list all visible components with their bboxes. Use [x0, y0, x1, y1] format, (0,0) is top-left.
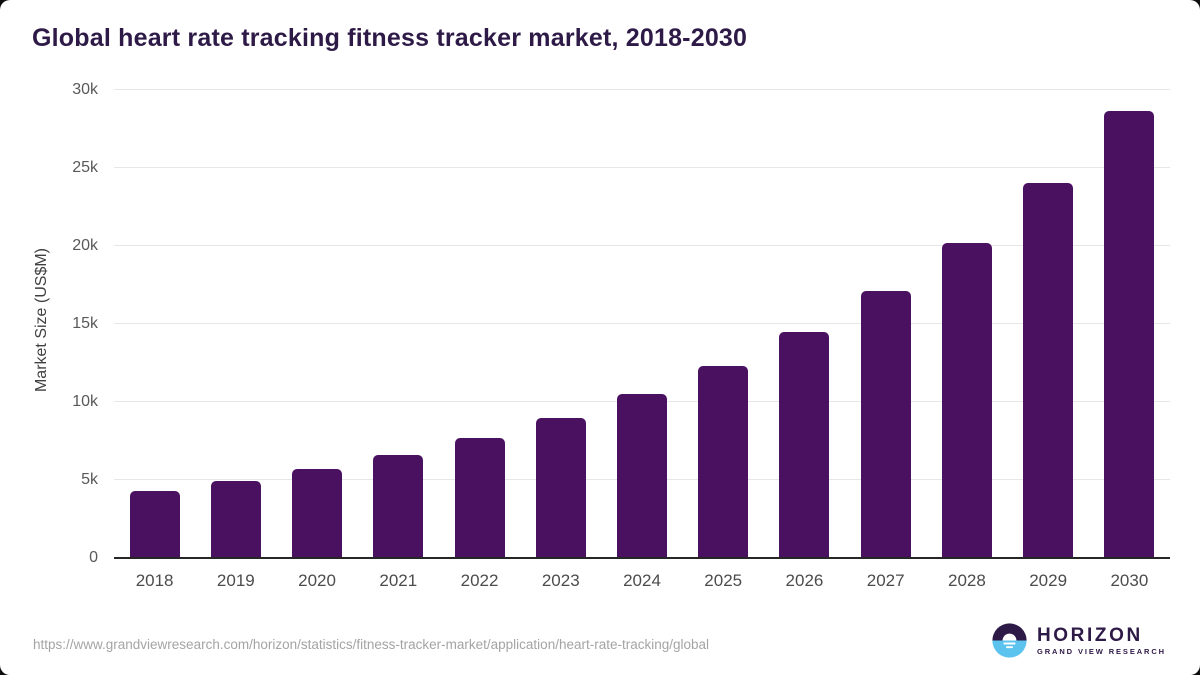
- bar-2026: [779, 331, 830, 558]
- x-tick-2023: 2023: [541, 571, 580, 590]
- gridline-15k: [114, 323, 1170, 324]
- x-tick-2019: 2019: [216, 571, 255, 590]
- x-tick-2020: 2020: [298, 571, 336, 590]
- y-tick-10k: 10k: [72, 393, 98, 411]
- bar-2027: [860, 291, 911, 558]
- bar-2019: [210, 480, 261, 558]
- y-tick-0: 0: [89, 549, 98, 566]
- y-axis-labels: 0 5k 10k 15k 20k 25k 30k: [0, 82, 100, 566]
- x-tick-2021: 2021: [379, 571, 418, 590]
- x-tick-2024: 2024: [623, 571, 661, 590]
- bar-2018: [129, 490, 180, 558]
- x-tick-2029: 2029: [1029, 571, 1068, 590]
- gridline-25k: [114, 167, 1170, 168]
- logo-sub-brand: GRAND VIEW RESEARCH: [1036, 646, 1166, 656]
- x-tick-2025: 2025: [704, 571, 743, 590]
- plot-area: [114, 89, 1170, 559]
- x-tick-2022: 2022: [460, 571, 499, 590]
- x-tick-2026: 2026: [785, 571, 824, 590]
- bar-2025: [698, 366, 749, 558]
- y-tick-30k: 30k: [72, 81, 98, 98]
- gridline-20k: [114, 245, 1170, 247]
- x-tick-2018: 2018: [135, 571, 174, 590]
- y-tick-15k: 15k: [72, 315, 98, 332]
- bar-2021: [373, 455, 424, 558]
- chart-title: Global heart rate tracking fitness track…: [32, 24, 748, 52]
- y-tick-25k: 25k: [72, 159, 98, 176]
- gridline-30k: [114, 89, 1170, 90]
- x-axis-labels: 2018 2019 2020 2021 2022 2023 2024 2025 2026 2027…: [114, 564, 1170, 594]
- x-tick-2030: 2030: [1110, 571, 1149, 590]
- x-tick-2028: 2028: [948, 571, 986, 590]
- horizon-sun-icon: [992, 623, 1027, 658]
- horizon-logo: HORIZON GRAND VIEW RESEARCH: [991, 622, 1166, 659]
- y-tick-20k: 20k: [72, 237, 98, 255]
- x-tick-2027: 2027: [866, 571, 905, 590]
- bar-2030: [1104, 111, 1155, 558]
- bar-2020: [292, 469, 343, 558]
- source-url: https://www.grandviewresearch.com/horizo…: [33, 637, 710, 652]
- x-axis-line: [114, 557, 1170, 559]
- bar-2024: [617, 394, 667, 558]
- bar-2029: [1023, 182, 1074, 558]
- bar-2023: [535, 417, 586, 558]
- logo-text: HORIZON GRAND VIEW RESEARCH: [1037, 626, 1166, 656]
- bar-2022: [454, 437, 505, 558]
- logo-brand: HORIZON: [1036, 624, 1143, 646]
- bar-2028: [941, 242, 992, 558]
- y-tick-5k: 5k: [81, 471, 98, 489]
